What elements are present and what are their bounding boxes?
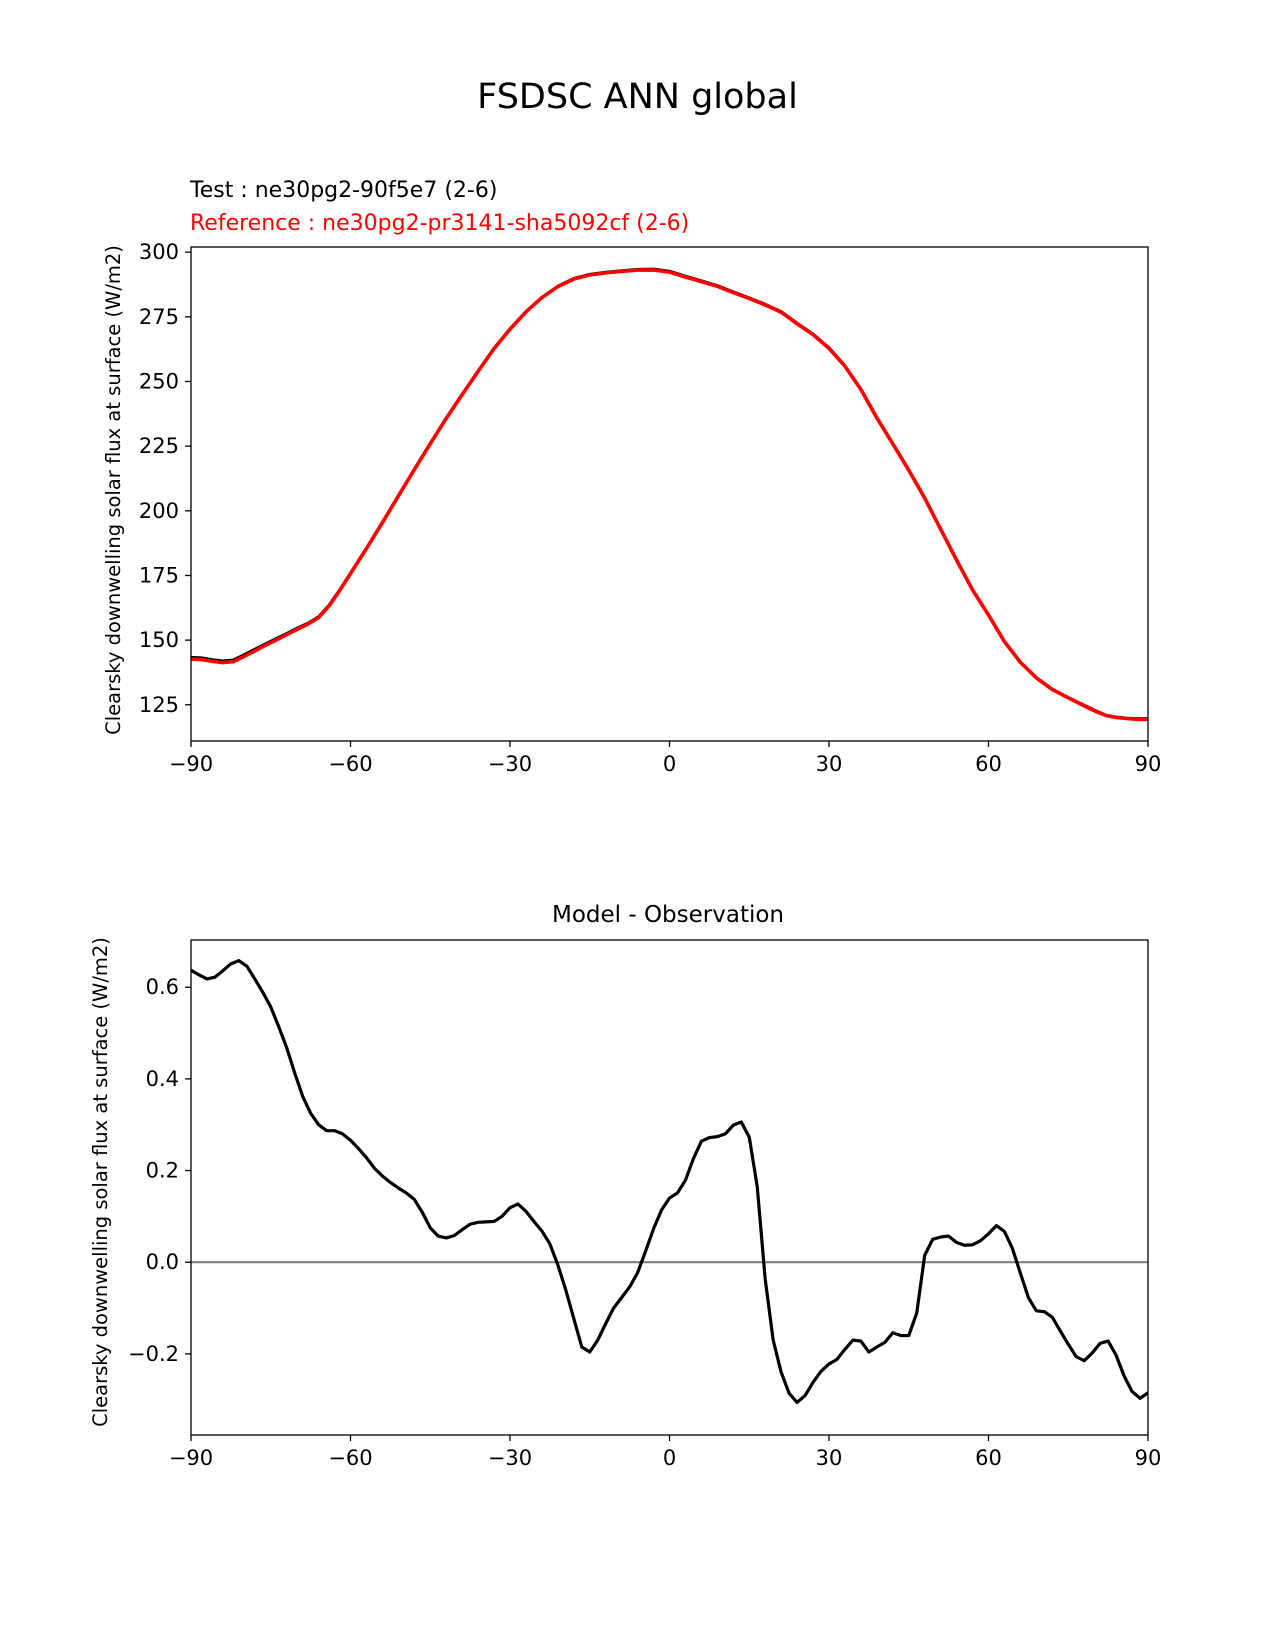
x-tick-label: 30: [816, 1446, 843, 1470]
y-tick-label: 250: [139, 369, 179, 393]
x-tick-label: 0: [663, 752, 676, 776]
x-tick-label: −30: [488, 752, 532, 776]
x-tick-label: 0: [663, 1446, 676, 1470]
y-tick-label: 150: [139, 628, 179, 652]
y-tick-label: 300: [139, 240, 179, 264]
x-tick-label: 60: [975, 1446, 1002, 1470]
y-tick-label: 0.2: [146, 1159, 179, 1183]
test-label: Test : ne30pg2-90f5e7 (2-6): [189, 178, 497, 203]
x-tick-label: 90: [1135, 1446, 1162, 1470]
y-tick-label: 225: [139, 434, 179, 458]
axes-frame: [190, 246, 1149, 742]
reference-label: Reference : ne30pg2-pr3141-sha5092cf (2-…: [190, 211, 689, 236]
bottom-y-axis-label: Clearsky downwelling solar flux at surfa…: [89, 937, 112, 1427]
y-tick-label: 0.4: [146, 1067, 179, 1091]
x-tick-label: 30: [816, 752, 843, 776]
figure-suptitle: FSDSC ANN global: [477, 77, 798, 117]
plot-data-group: [191, 267, 1148, 722]
x-tick-label: 60: [975, 752, 1002, 776]
series-line-model-observation: [191, 959, 1148, 1405]
series-line-reference: [191, 268, 1148, 722]
top-plot-area: −90 −60 −30 0 30 60 90 125 150 175 200 225 250 275 300: [139, 240, 1161, 776]
plot-data-group: [191, 959, 1148, 1405]
x-tick-label: 90: [1135, 752, 1162, 776]
bottom-panel: Model - Observation −90 −60 −30 0 30 60 90 −0.2…: [89, 902, 1161, 1470]
x-tick-label: −60: [328, 1446, 372, 1470]
y-tick-label: 275: [139, 305, 179, 329]
y-tick-label: 200: [139, 499, 179, 523]
y-tick-label: −0.2: [128, 1342, 179, 1366]
y-tick-label: 0.6: [146, 975, 179, 999]
x-tick-label: −60: [328, 752, 372, 776]
y-tick-label: 125: [139, 693, 179, 717]
bottom-plot-area: −90 −60 −30 0 30 60 90 −0.2 0.0 0.2 0.4 0.6: [128, 939, 1162, 1470]
x-tick-label: −30: [488, 1446, 532, 1470]
axes-frame: [190, 939, 1149, 1436]
x-tick-label: −90: [169, 1446, 213, 1470]
bottom-plot-title: Model - Observation: [552, 902, 784, 928]
y-tick-label: 175: [139, 563, 179, 587]
series-line-test: [191, 267, 1148, 721]
x-tick-label: −90: [169, 752, 213, 776]
y-tick-label: 0.0: [146, 1250, 179, 1274]
top-panel: Test : ne30pg2-90f5e7 (2-6) Reference : …: [102, 178, 1161, 776]
top-y-axis-label: Clearsky downwelling solar flux at surfa…: [102, 245, 125, 735]
